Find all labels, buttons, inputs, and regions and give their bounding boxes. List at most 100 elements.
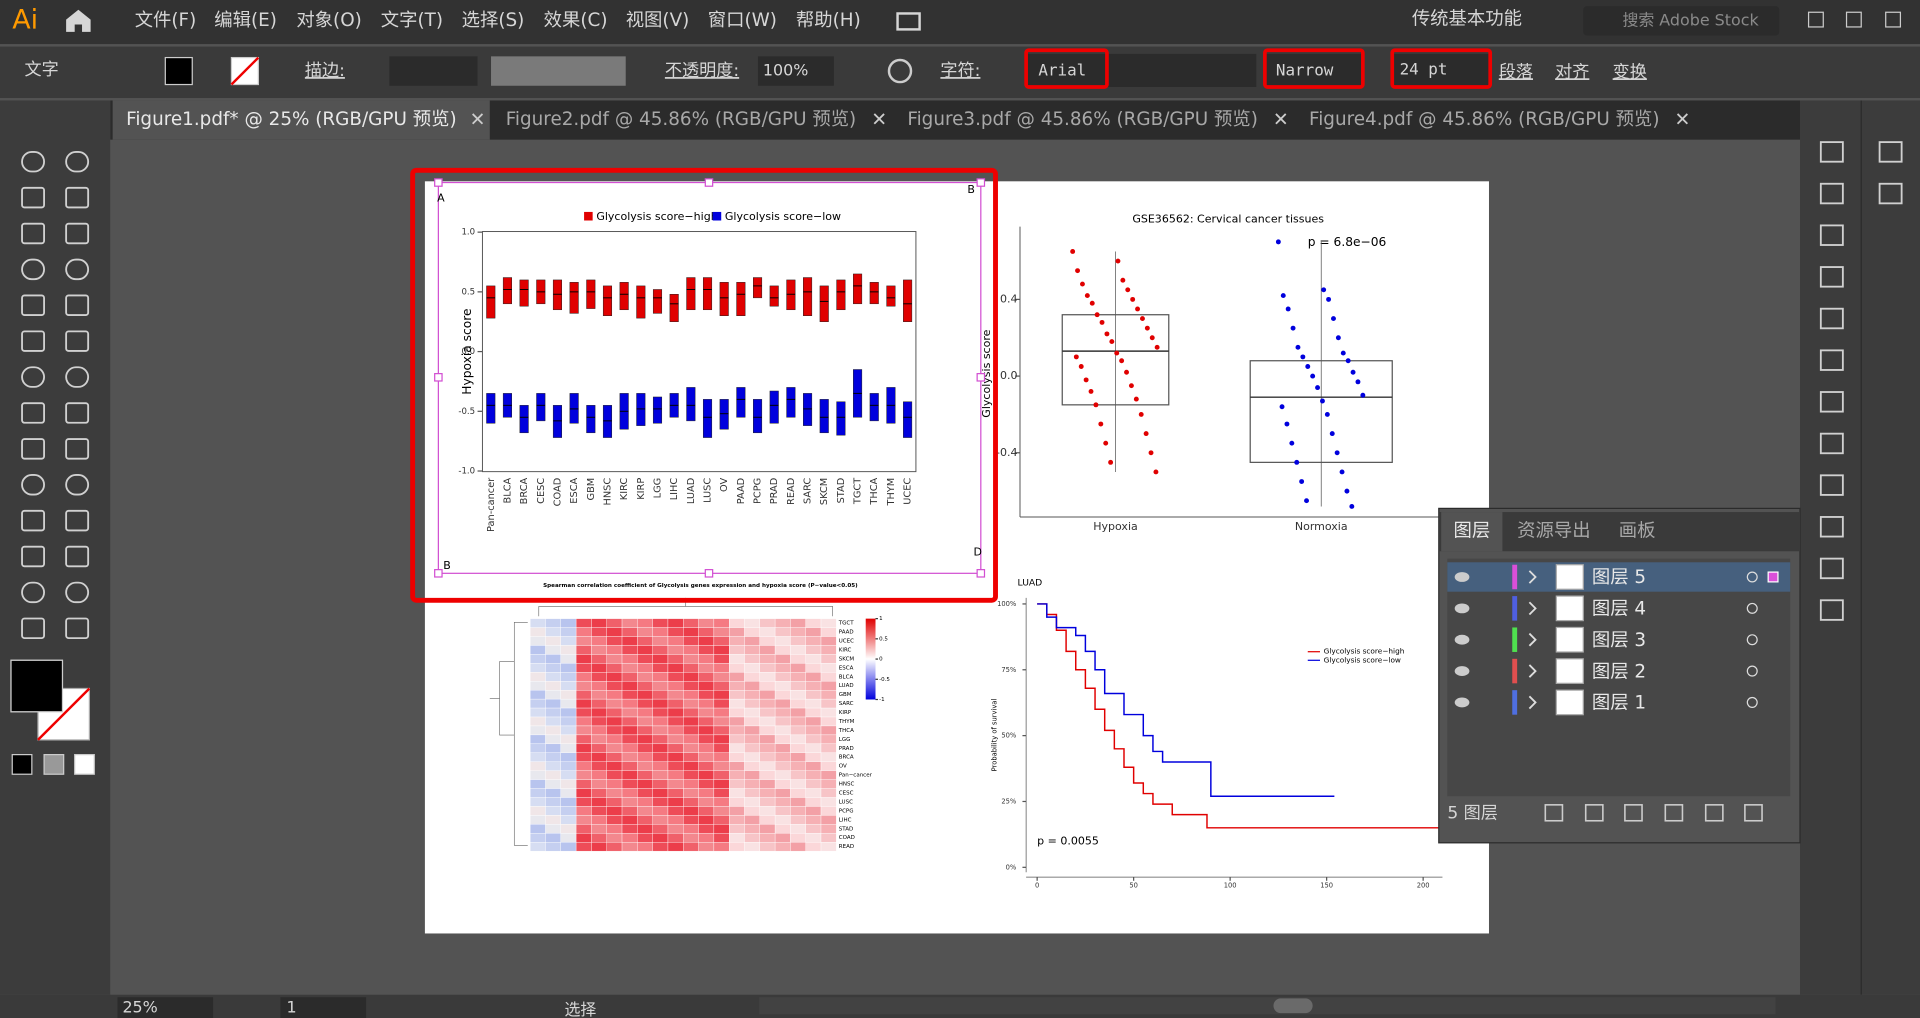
tool-button[interactable]: [21, 366, 45, 388]
expand-arrow[interactable]: [1528, 632, 1537, 647]
close-tab[interactable]: [1676, 113, 1688, 125]
visibility-toggle[interactable]: [1454, 572, 1470, 582]
recolor-icon[interactable]: [887, 58, 913, 84]
heatmap-cell: [545, 815, 561, 825]
artboard-number[interactable]: 1: [287, 998, 297, 1017]
panel-tab[interactable]: 图层: [1453, 521, 1490, 542]
tool-button[interactable]: [21, 150, 45, 173]
target-indicator[interactable]: [1746, 696, 1758, 708]
tool-button[interactable]: [21, 402, 45, 424]
heatmap-cell: [729, 672, 745, 682]
tool-button[interactable]: [65, 330, 90, 352]
close-tab[interactable]: [1275, 113, 1287, 125]
menu-item[interactable]: 视图(V): [626, 10, 690, 31]
char-label[interactable]: 字符:: [940, 61, 980, 81]
selection-handle: [976, 178, 986, 187]
tool-button[interactable]: [21, 222, 45, 245]
dock-icon: [1819, 182, 1844, 205]
menu-item[interactable]: 选择(S): [462, 10, 525, 31]
panel-tab[interactable]: 资源导出: [1517, 521, 1590, 542]
zoom-level[interactable]: 25%: [122, 998, 157, 1017]
tool-button[interactable]: [65, 366, 90, 388]
menu-item[interactable]: 效果(C): [544, 10, 608, 31]
close-tab[interactable]: [472, 113, 484, 125]
dock-icon: [1819, 307, 1844, 330]
visibility-toggle[interactable]: [1454, 603, 1470, 614]
tool-button[interactable]: [21, 509, 45, 532]
expand-arrow[interactable]: [1528, 570, 1537, 584]
layer-name[interactable]: 图层 2: [1592, 661, 1646, 682]
tool-button[interactable]: [65, 438, 90, 460]
tool-button[interactable]: [21, 581, 45, 604]
expand-arrow[interactable]: [1528, 664, 1537, 678]
tool-button[interactable]: [65, 617, 90, 640]
tool-button[interactable]: [65, 545, 90, 568]
search-placeholder[interactable]: 搜索 Adobe Stock: [1622, 10, 1759, 29]
layer-name[interactable]: 图层 5: [1592, 567, 1646, 588]
tool-button[interactable]: [65, 222, 90, 245]
target-indicator[interactable]: [1746, 665, 1758, 677]
tool-button[interactable]: [21, 258, 45, 281]
visibility-toggle[interactable]: [1454, 697, 1470, 708]
heatmap-cell: [591, 734, 607, 745]
tool-button[interactable]: [65, 150, 90, 173]
tool-button[interactable]: [65, 258, 90, 281]
heatmap-cell: [575, 788, 592, 798]
menu-item[interactable]: 文件(F): [135, 10, 197, 31]
font-name[interactable]: Arial: [1038, 61, 1086, 80]
tool-button[interactable]: [21, 545, 45, 568]
panel-link[interactable]: 对齐: [1555, 62, 1589, 82]
expand-arrow[interactable]: [1528, 601, 1537, 616]
expand-arrow[interactable]: [1528, 695, 1537, 710]
survival-curve: [1037, 603, 1439, 829]
font-style[interactable]: Narrow: [1276, 61, 1334, 80]
tool-button[interactable]: [65, 294, 90, 316]
tool-button[interactable]: [65, 186, 90, 209]
font-size[interactable]: 24 pt: [1400, 59, 1448, 78]
menu-item[interactable]: 对象(O): [296, 10, 361, 31]
tool-button[interactable]: [21, 186, 45, 209]
point: [1304, 498, 1309, 504]
document-tab[interactable]: Figure4.pdf @ 45.86% (RGB/GPU 预览): [1309, 109, 1660, 130]
document-tab[interactable]: Figure1.pdf* @ 25% (RGB/GPU 预览): [126, 109, 457, 130]
opacity-value[interactable]: 100%: [763, 61, 808, 80]
layer-name[interactable]: 图层 1: [1592, 693, 1646, 714]
tool-button[interactable]: [21, 474, 45, 496]
layer-name[interactable]: 图层 4: [1592, 599, 1646, 620]
stroke-label[interactable]: 描边:: [305, 61, 345, 81]
menu-item[interactable]: 编辑(E): [214, 10, 277, 31]
target-indicator[interactable]: [1746, 571, 1758, 583]
target-indicator[interactable]: [1746, 602, 1758, 614]
panel-tab[interactable]: 画板: [1619, 521, 1656, 542]
point: [1108, 459, 1114, 465]
heatmap-cell: [698, 734, 715, 745]
heatmap-cell: [591, 627, 607, 637]
tool-button[interactable]: [65, 581, 90, 604]
menu-item[interactable]: 帮助(H): [796, 10, 861, 31]
tool-button[interactable]: [21, 294, 45, 316]
document-tab[interactable]: Figure3.pdf @ 45.86% (RGB/GPU 预览): [907, 109, 1258, 130]
menu-item[interactable]: 文字(T): [381, 10, 443, 31]
tool-button[interactable]: [21, 330, 45, 352]
panel-link[interactable]: 变换: [1613, 62, 1647, 82]
tool-button[interactable]: [21, 438, 45, 460]
target-indicator[interactable]: [1746, 634, 1758, 646]
heatmap-cell: [790, 636, 806, 646]
tool-button[interactable]: [65, 474, 90, 496]
visibility-toggle[interactable]: [1454, 634, 1470, 645]
opacity-label[interactable]: 不透明度:: [665, 61, 739, 81]
close-tab[interactable]: [873, 113, 885, 125]
tool-button[interactable]: [65, 402, 90, 424]
workspace[interactable]: 传统基本功能: [1412, 9, 1522, 30]
heatmap-cell: [637, 689, 653, 700]
menu-item[interactable]: 窗口(W): [708, 10, 777, 31]
point: [1144, 325, 1150, 331]
layer-name[interactable]: 图层 3: [1592, 630, 1646, 651]
home-icon[interactable]: [66, 9, 91, 32]
tool-button[interactable]: [65, 509, 90, 532]
tool-button[interactable]: [21, 617, 45, 640]
panel-link[interactable]: 段落: [1499, 62, 1533, 82]
visibility-toggle[interactable]: [1454, 666, 1470, 676]
heatmap-cell: [652, 716, 669, 727]
document-tab[interactable]: Figure2.pdf @ 45.86% (RGB/GPU 预览): [506, 109, 857, 130]
